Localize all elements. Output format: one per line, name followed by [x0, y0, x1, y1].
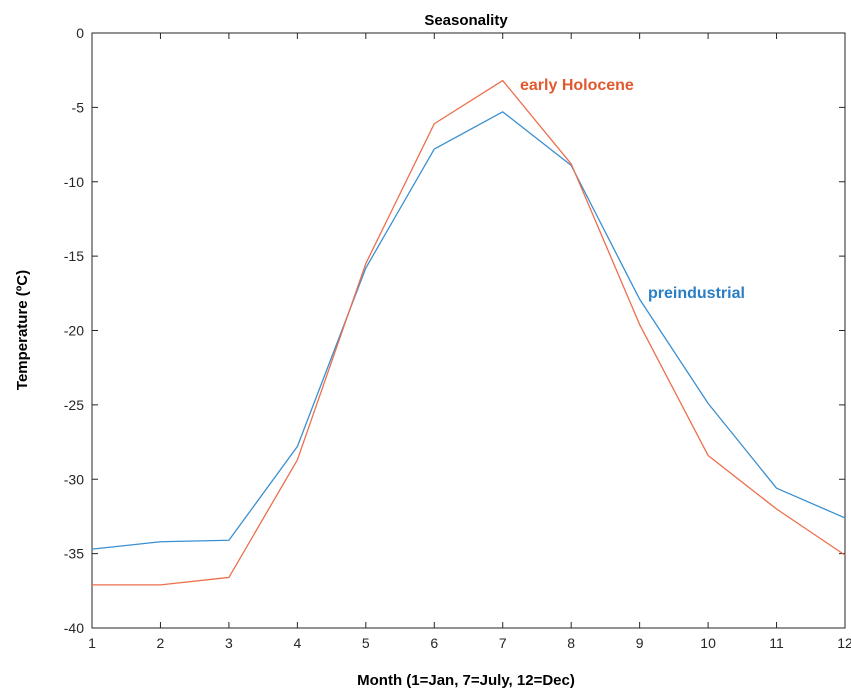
- series-line-early-holocene: [92, 79, 846, 586]
- series-label-early-holocene: early Holocene: [520, 77, 634, 94]
- series-label-preindustrial: preindustrial: [648, 285, 745, 302]
- x-axis-title: Month (1=Jan, 7=July, 12=Dec): [357, 672, 575, 689]
- x-tick-label: 4: [293, 635, 301, 651]
- y-tick-label: -35: [64, 546, 84, 562]
- x-tick-label: 5: [362, 635, 370, 651]
- chart-title: Seasonality: [424, 12, 508, 29]
- x-tick-label: 9: [636, 635, 644, 651]
- x-tick-label: 8: [567, 635, 575, 651]
- y-tick-label: 0: [76, 25, 84, 41]
- x-tick-label: 7: [499, 635, 507, 651]
- series-line-preindustrial: [91, 111, 846, 550]
- x-tick-label: 11: [769, 635, 784, 651]
- x-tick-label: 2: [157, 635, 165, 651]
- y-tick-label: -15: [64, 248, 84, 264]
- x-tick-label: 3: [225, 635, 233, 651]
- y-tick-label: -5: [72, 99, 85, 115]
- x-tick-label: 12: [837, 635, 851, 651]
- y-tick-label: -40: [64, 620, 84, 636]
- plot-area: [91, 32, 846, 629]
- x-tick-label: 10: [700, 635, 716, 651]
- series-lines: [91, 79, 846, 586]
- x-tick-label: 1: [88, 635, 96, 651]
- x-axis: 1 2 3 4 5 6 7 8 9 10 11 12: [88, 33, 851, 651]
- x-tick-label: 6: [430, 635, 438, 651]
- y-tick-label: -25: [64, 397, 84, 413]
- y-axis: 0 -5 -10 -15 -20 -25 -30 -35 -40: [64, 25, 845, 636]
- y-tick-label: -20: [64, 323, 84, 339]
- y-tick-label: -30: [64, 471, 84, 487]
- y-axis-title: Temperature (ºC): [14, 270, 31, 390]
- y-tick-label: -10: [64, 174, 84, 190]
